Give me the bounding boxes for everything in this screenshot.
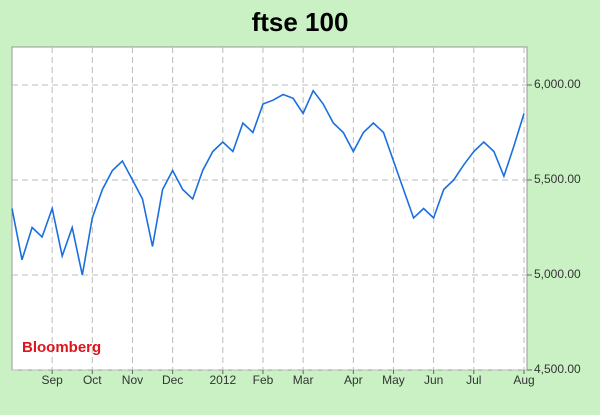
x-tick-label: Oct	[83, 373, 102, 387]
y-tick-label: 5,500.00	[534, 172, 581, 186]
y-tick-label: 4,500.00	[534, 362, 581, 376]
x-tick-label: Dec	[162, 373, 183, 387]
chart-title: ftse 100	[252, 7, 349, 37]
price-line	[11, 89, 525, 276]
x-tick-label: Aug	[513, 373, 534, 387]
y-tick-label: 5,000.00	[534, 267, 581, 281]
plot-area	[11, 46, 528, 371]
x-tick-label: Jul	[466, 373, 481, 387]
x-tick-label: Feb	[253, 373, 274, 387]
y-tick-label: 6,000.00	[534, 77, 581, 91]
x-tick-label: Nov	[122, 373, 143, 387]
x-tick-label: May	[382, 373, 405, 387]
x-tick-label: Jun	[424, 373, 443, 387]
x-tick-label: Sep	[41, 373, 63, 387]
x-tick-label: Apr	[344, 373, 363, 387]
x-tick-label: Mar	[293, 373, 314, 387]
source-note: Bloomberg	[22, 339, 101, 356]
x-tick-label: 2012	[209, 373, 236, 387]
